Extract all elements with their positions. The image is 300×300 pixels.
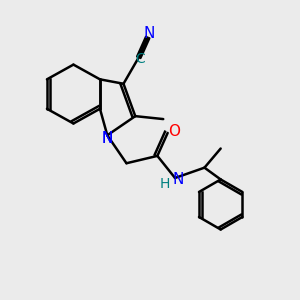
Text: N: N: [101, 131, 112, 146]
Text: N: N: [101, 131, 112, 146]
Text: O: O: [168, 124, 180, 139]
Text: H: H: [160, 177, 170, 191]
Text: N: N: [172, 172, 184, 187]
Text: N: N: [143, 26, 155, 40]
Text: C: C: [135, 52, 145, 66]
